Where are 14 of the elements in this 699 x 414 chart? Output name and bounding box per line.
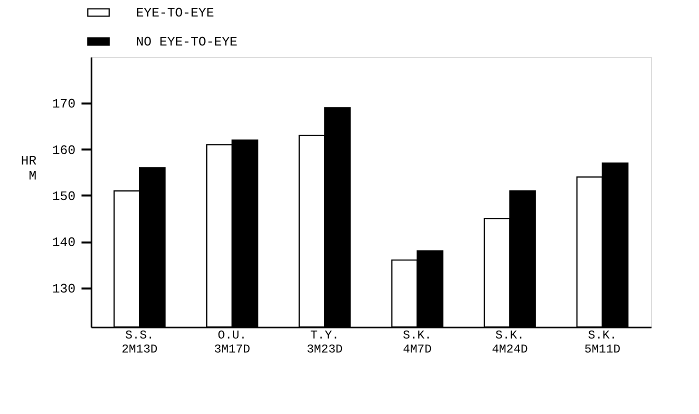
x-tick-label: T.Y. 3M23D <box>306 328 343 356</box>
legend-label: NO EYE-TO-EYE <box>136 34 238 50</box>
x-tick-label: S.K. 4M24D <box>492 328 528 356</box>
x-tick-label: O.U. 3M17D <box>214 328 250 356</box>
x-tick-label: S.K. 4M7D <box>402 328 432 356</box>
y-axis-title: HR M <box>20 154 37 184</box>
y-tick-label: 140 <box>52 235 76 250</box>
x-tick-label: S.S. 2M13D <box>122 328 158 356</box>
y-tick-label: 130 <box>52 281 76 296</box>
y-tick-label: 150 <box>52 188 76 204</box>
y-tick-label: 160 <box>52 142 76 158</box>
y-tick-label: 170 <box>52 96 76 112</box>
x-tick-label: S.K. 5M11D <box>584 328 620 356</box>
legend-label: EYE-TO-EYE <box>136 6 214 20</box>
